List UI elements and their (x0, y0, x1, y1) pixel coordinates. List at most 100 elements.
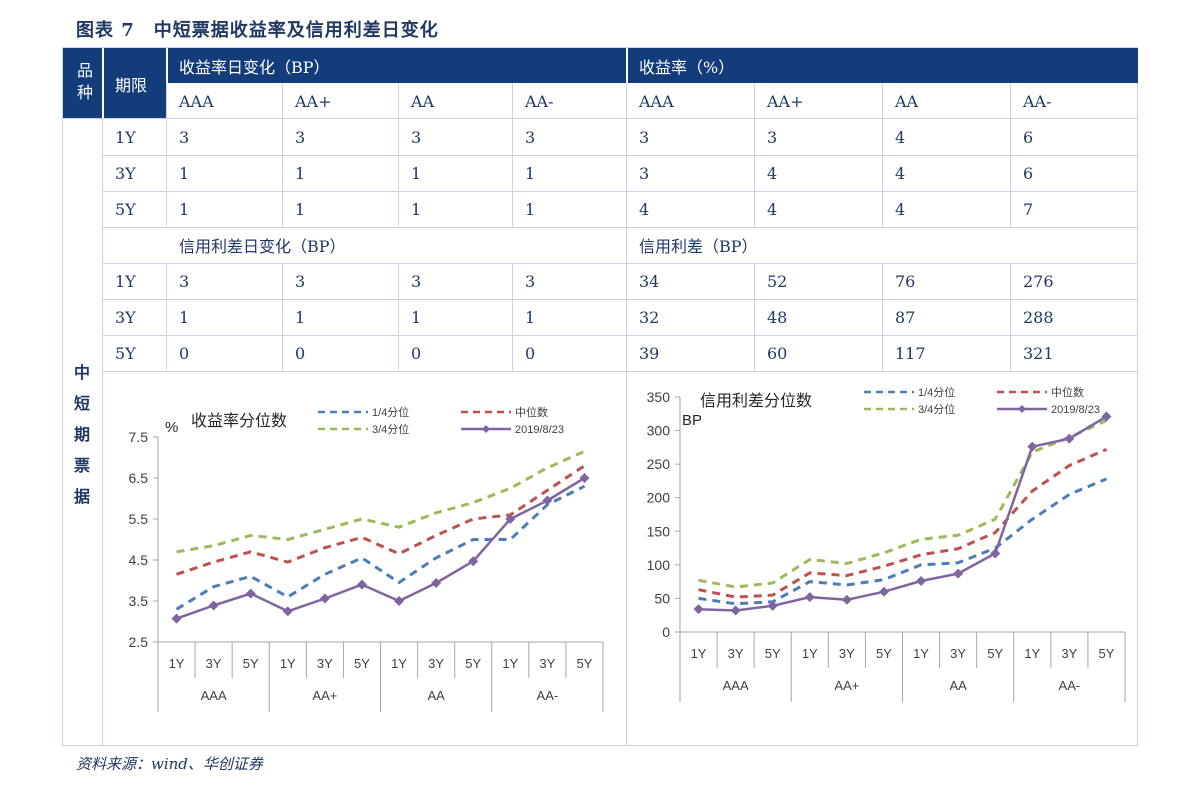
grid-line (102, 118, 103, 371)
y-tick-label: 100 (647, 557, 671, 573)
data-point (1027, 441, 1038, 452)
series-line (176, 464, 586, 576)
x-tick-label: 1Y (391, 656, 407, 671)
change-cell: 3 (525, 271, 536, 291)
legend-label: 中位数 (515, 405, 548, 419)
x-tick-label: 3Y (539, 656, 555, 671)
x-tick-label: 5Y (243, 656, 259, 671)
change-cell: 1 (411, 307, 422, 327)
x-tick-label: 3Y (428, 656, 444, 671)
rating-header: AAA (179, 91, 214, 111)
x-tick-label: 1Y (169, 656, 185, 671)
change-cell: 1 (411, 199, 422, 219)
data-point (693, 604, 704, 615)
level-cell: 4 (895, 199, 906, 219)
level-cell: 3 (639, 127, 650, 147)
level-cell: 87 (895, 307, 916, 327)
x-group-label: AA (949, 678, 967, 693)
term-cell: 3Y (115, 307, 136, 327)
grid-line (1010, 83, 1011, 227)
level-cell: 6 (1023, 127, 1034, 147)
series-line (698, 448, 1108, 599)
data-point (579, 473, 590, 483)
y-tick-label: 350 (647, 389, 671, 405)
level-cell: 60 (767, 343, 788, 363)
level-cell: 288 (1023, 307, 1054, 327)
grid-line (882, 263, 883, 371)
data-point (1064, 433, 1075, 444)
x-group-label: AA+ (834, 678, 859, 693)
data-point (1101, 411, 1112, 422)
yield-header: 收益率（%） (627, 48, 1138, 83)
x-group-label: AA- (537, 688, 559, 703)
x-group-label: AA- (1059, 678, 1081, 693)
legend-marker (1018, 405, 1026, 413)
grid-line (754, 83, 755, 227)
legend-label: 1/4分位 (372, 405, 409, 419)
y-tick-label: 7.5 (129, 429, 149, 445)
data-point (468, 556, 479, 567)
x-tick-label: 3Y (1061, 646, 1077, 661)
level-cell: 4 (767, 163, 778, 183)
grid-line (882, 83, 883, 227)
grid-line (102, 191, 1138, 192)
level-cell: 48 (767, 307, 788, 327)
x-tick-label: 3Y (728, 646, 744, 661)
legend-label: 3/4分位 (372, 422, 409, 436)
level-cell: 3 (767, 127, 778, 147)
rating-header: AA (895, 91, 919, 111)
data-point (208, 600, 219, 611)
x-tick-label: 5Y (577, 656, 593, 671)
data-point (394, 596, 405, 606)
grid-line (512, 83, 513, 227)
grid-line (102, 371, 1138, 372)
term-cell: 1Y (115, 127, 136, 147)
change-cell: 0 (295, 343, 306, 363)
change-cell: 3 (179, 271, 190, 291)
header-divider (102, 48, 104, 119)
change-cell: 3 (179, 127, 190, 147)
change-cell: 1 (411, 163, 422, 183)
change-cell: 3 (525, 127, 536, 147)
data-point (319, 593, 330, 604)
grid-line (282, 263, 283, 371)
chart-title: 收益率分位数 (191, 412, 287, 430)
y-tick-label: 5.5 (129, 511, 149, 527)
change-cell: 1 (179, 199, 190, 219)
y-tick-label: 300 (647, 423, 671, 439)
change-cell: 1 (525, 307, 536, 327)
level-cell: 7 (1023, 199, 1034, 219)
level-cell: 4 (767, 199, 778, 219)
yield-quantile-chart: 2.5 3.5 4.5 5.5 6.5 7.5 1Y 3Y 5Y 1Y 3Y 5Y 1Y 3Y 5Y 1Y 3Y… (129, 405, 604, 712)
change-cell: 0 (179, 343, 190, 363)
data-point (282, 606, 293, 617)
x-tick-label: 5Y (465, 656, 481, 671)
level-cell: 4 (895, 163, 906, 183)
data-point (990, 548, 1001, 559)
series-line (176, 476, 586, 620)
grid-line (102, 371, 103, 746)
term-header: 期限 (103, 48, 167, 119)
y-tick-label: 200 (647, 490, 671, 506)
grid-line (62, 118, 1138, 119)
term-cell: 5Y (115, 199, 136, 219)
y-tick-label: 3.5 (129, 593, 149, 609)
data-point (916, 575, 927, 586)
x-group-label: AAA (201, 688, 227, 703)
grid-line (754, 263, 755, 371)
x-tick-label: 3Y (950, 646, 966, 661)
series-line (698, 415, 1108, 612)
grid-line (166, 263, 167, 371)
yield-change-header: 收益率日变化（BP） (167, 48, 627, 83)
change-cell: 3 (411, 271, 422, 291)
rating-header: AA+ (295, 91, 332, 111)
figure-title: 图表 7 中短票据收益率及信用利差日变化 (76, 20, 439, 41)
data-point (356, 579, 367, 590)
level-cell: 321 (1023, 343, 1054, 363)
data-point (431, 577, 442, 588)
data-point (878, 586, 889, 597)
x-tick-label: 5Y (876, 646, 892, 661)
level-cell: 4 (895, 127, 906, 147)
y-axis-unit: % (165, 419, 178, 436)
x-tick-label: 1Y (802, 646, 818, 661)
